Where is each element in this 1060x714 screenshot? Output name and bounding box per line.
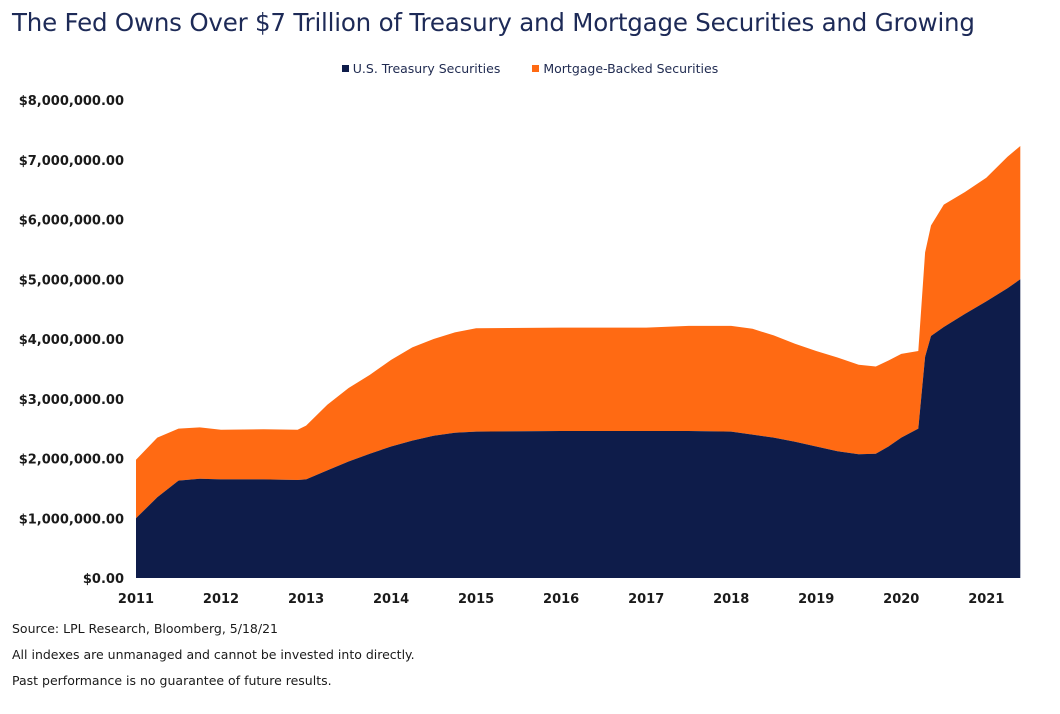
- x-tick-label: 2016: [543, 592, 579, 607]
- x-axis: 2011 2012 2013 2014 2015 2016 2017 2018 2019 2020…: [118, 592, 1004, 607]
- legend-swatch-treasury: [341, 65, 349, 72]
- disclaimer-unmanaged: All indexes are unmanaged and cannot be …: [12, 647, 415, 662]
- legend-label-mbs: Mortgage-Backed Securities: [543, 61, 719, 76]
- y-tick-label: $0.00: [83, 572, 124, 587]
- series-area-treasury: [136, 279, 1021, 578]
- y-axis: $0.00 $1,000,000.00 $2,000,000.00 $3,000,00…: [19, 94, 124, 587]
- y-tick-label: $6,000,000.00: [19, 214, 124, 229]
- x-tick-label: 2012: [203, 592, 239, 607]
- plot-area: [136, 146, 1021, 578]
- x-tick-label: 2018: [713, 592, 749, 607]
- y-tick-label: $5,000,000.00: [19, 273, 124, 288]
- x-tick-label: 2019: [798, 592, 834, 607]
- chart-svg: $0.00 $1,000,000.00 $2,000,000.00 $3,000,00…: [19, 94, 1021, 607]
- x-tick-label: 2020: [883, 592, 919, 607]
- legend-item-treasury: U.S. Treasury Securities: [341, 61, 501, 76]
- x-tick-label: 2013: [288, 592, 324, 607]
- legend-swatch-mbs: [532, 65, 540, 72]
- legend: U.S. Treasury Securities Mortgage-Backed…: [0, 60, 1060, 76]
- y-tick-label: $4,000,000.00: [19, 333, 124, 348]
- series-area-mbs: [136, 146, 1021, 519]
- y-tick-label: $7,000,000.00: [19, 154, 124, 169]
- y-tick-label: $8,000,000.00: [19, 94, 124, 109]
- x-tick-label: 2017: [628, 592, 664, 607]
- x-tick-label: 2015: [458, 592, 494, 607]
- legend-item-mbs: Mortgage-Backed Securities: [532, 61, 718, 76]
- x-tick-label: 2014: [373, 592, 409, 607]
- disclaimer-performance: Past performance is no guarantee of futu…: [12, 673, 332, 688]
- chart-title: The Fed Owns Over $7 Trillion of Treasur…: [12, 8, 975, 37]
- legend-label-treasury: U.S. Treasury Securities: [352, 61, 501, 76]
- y-tick-label: $3,000,000.00: [19, 393, 124, 408]
- source-note: Source: LPL Research, Bloomberg, 5/18/21: [12, 621, 278, 636]
- y-tick-label: $1,000,000.00: [19, 512, 124, 527]
- y-tick-label: $2,000,000.00: [19, 453, 124, 468]
- x-tick-label: 2021: [968, 592, 1004, 607]
- x-tick-label: 2011: [118, 592, 154, 607]
